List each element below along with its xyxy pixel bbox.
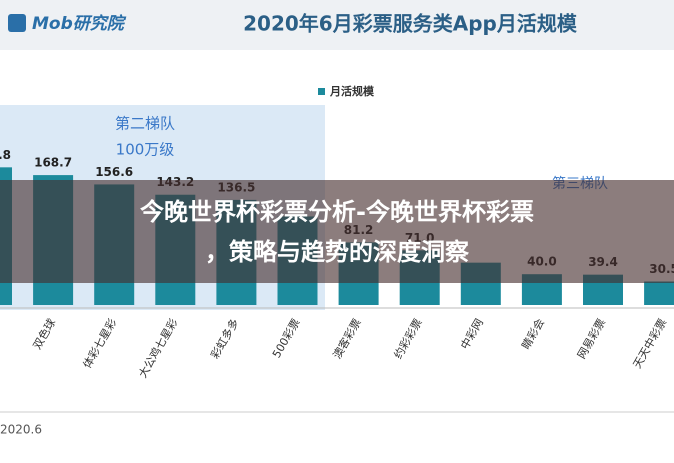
logo-icon (8, 14, 26, 32)
x-tick-label: 体彩七星彩 (80, 316, 120, 371)
x-tick-label: 大公鸡七星彩 (135, 316, 180, 380)
bar (644, 281, 674, 305)
value-label: 168.7 (34, 156, 72, 170)
overlay-banner (0, 180, 674, 283)
x-tick-label: 睛彩会 (519, 317, 547, 352)
value-label: 178.8 (0, 148, 11, 162)
footer-date: 2020.6 (0, 423, 42, 437)
tier-label: 100万级 (116, 141, 175, 159)
overlay-text: ，策略与趋势的深度洞察 (205, 238, 470, 266)
x-tick-label: 500彩票 (270, 317, 303, 361)
x-tick-label: 网易彩票 (575, 317, 608, 362)
x-tick-label: 约彩彩票 (392, 317, 425, 362)
chart-title: 2020年6月彩票服务类App月活规模 (243, 12, 578, 36)
x-tick-label: 彩虹多多 (207, 316, 241, 361)
x-tick-label: 天天中彩票 (631, 317, 670, 371)
legend-swatch (318, 88, 325, 95)
value-label: 156.6 (95, 165, 133, 179)
x-tick-label: 中彩网 (458, 317, 486, 352)
tier-label: 第二梯队 (115, 115, 175, 133)
overlay-text: 今晚世界杯彩票分析-今晚世界杯彩票 (140, 198, 534, 226)
header-bar (0, 0, 674, 50)
x-tick-label: 双色球 (30, 316, 59, 352)
x-tick-label: 澳客彩票 (330, 316, 364, 361)
legend-label: 月活规模 (329, 84, 375, 98)
logo: Mob研究院 (32, 14, 127, 34)
